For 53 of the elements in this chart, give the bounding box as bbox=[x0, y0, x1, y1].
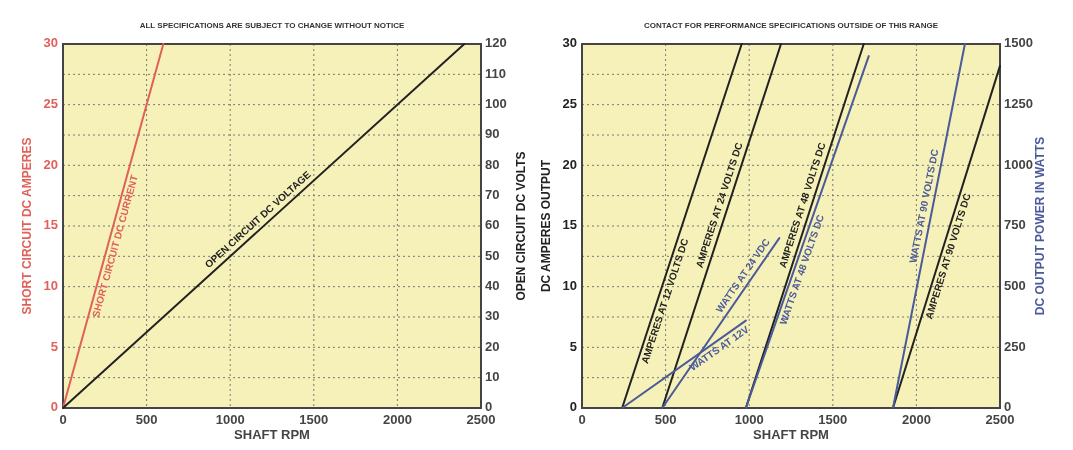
x-tick-label: 1000 bbox=[215, 412, 245, 427]
y2-tick-label: 1250 bbox=[1004, 96, 1033, 112]
x-tick-label: 500 bbox=[135, 412, 158, 427]
y2-tick-label: 10 bbox=[485, 369, 500, 385]
y2-tick-label: 120 bbox=[485, 35, 507, 51]
y2-tick-label: 40 bbox=[485, 278, 500, 294]
y2-tick-label: 30 bbox=[485, 308, 500, 324]
y-tick-label: 20 bbox=[43, 156, 58, 172]
y2-tick-label: 0 bbox=[485, 399, 493, 415]
y-tick-label: 25 bbox=[562, 96, 577, 112]
x-axis-title: SHAFT RPM bbox=[753, 427, 829, 442]
chart-title: CONTACT FOR PERFORMANCE SPECIFICATIONS OUTSIDE OF THIS RANGE bbox=[644, 21, 939, 30]
x-tick-label: 500 bbox=[654, 412, 677, 427]
x-tick-label: 2000 bbox=[901, 412, 931, 427]
y-tick-label: 0 bbox=[50, 399, 58, 415]
y2-axis-title: OPEN CIRCUIT DC VOLTS bbox=[514, 151, 528, 301]
y2-axis-title: DC OUTPUT POWER IN WATTS bbox=[1033, 136, 1047, 316]
y2-tick-label: 1000 bbox=[1004, 156, 1033, 172]
y2-tick-label: 50 bbox=[485, 247, 500, 263]
x-tick-label: 2000 bbox=[382, 412, 412, 427]
y2-tick-label: 0 bbox=[1004, 399, 1012, 415]
x-tick-label: 1500 bbox=[299, 412, 329, 427]
x-tick-label: 1000 bbox=[734, 412, 764, 427]
y2-tick-label: 100 bbox=[485, 96, 507, 112]
y-tick-label: 15 bbox=[43, 217, 58, 233]
y2-tick-label: 80 bbox=[485, 156, 500, 172]
y-tick-label: 10 bbox=[43, 278, 58, 294]
y-tick-label: 5 bbox=[569, 338, 577, 354]
x-axis-title: SHAFT RPM bbox=[234, 427, 310, 442]
y2-tick-label: 500 bbox=[1004, 278, 1026, 294]
y-tick-label: 10 bbox=[562, 278, 577, 294]
y2-tick-label: 20 bbox=[485, 338, 500, 354]
x-tick-label: 2500 bbox=[466, 412, 496, 427]
y-axis-title: SHORT CIRCUIT DC AMPERES bbox=[20, 137, 34, 315]
y-tick-label: 30 bbox=[562, 35, 577, 51]
y2-tick-label: 750 bbox=[1004, 217, 1026, 233]
x-tick-label: 2500 bbox=[985, 412, 1015, 427]
y-axis-title: DC AMPERES OUTPUT bbox=[539, 159, 553, 293]
y-tick-label: 15 bbox=[562, 217, 577, 233]
y2-tick-label: 90 bbox=[485, 126, 500, 142]
y-tick-label: 30 bbox=[43, 35, 58, 51]
text: WATTS AT 90 VOLTS DC bbox=[907, 148, 941, 264]
y2-tick-label: 110 bbox=[485, 65, 506, 81]
y-tick-label: 0 bbox=[569, 399, 577, 415]
chart-title: ALL SPECIFICATIONS ARE SUBJECT TO CHANGE WITHOUT NOTICE bbox=[139, 21, 405, 30]
y-tick-label: 5 bbox=[50, 338, 58, 354]
y2-tick-label: 1500 bbox=[1004, 35, 1033, 51]
y2-tick-label: 60 bbox=[485, 217, 500, 233]
x-tick-label: 1500 bbox=[818, 412, 848, 427]
y-tick-label: 25 bbox=[43, 96, 58, 112]
y2-tick-label: 70 bbox=[485, 187, 500, 203]
y-tick-label: 20 bbox=[562, 156, 577, 172]
y2-tick-label: 250 bbox=[1004, 338, 1026, 354]
